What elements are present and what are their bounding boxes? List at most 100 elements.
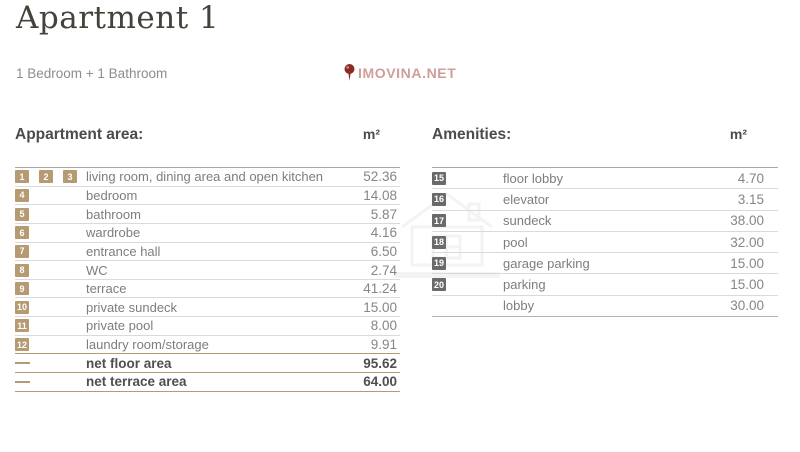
room-number-badge: 3 <box>63 170 77 184</box>
room-number-badge: 5 <box>15 207 29 221</box>
row-label: pool <box>503 234 528 250</box>
row-label: bedroom <box>86 187 138 203</box>
row-marker-cell: 6 <box>15 226 86 240</box>
room-number-badge: 18 <box>432 235 446 249</box>
table-row: 11 private pool 8.00 <box>15 317 400 336</box>
table-row: 9 terrace 41.24 <box>15 280 400 299</box>
table-row: 7 entrance hall 6.50 <box>15 243 400 262</box>
row-value: 95.62 <box>363 355 397 371</box>
table-row: 10 private sundeck 15.00 <box>15 298 400 318</box>
row-value: 3.15 <box>737 191 764 207</box>
row-marker-cell: 5 <box>15 207 86 221</box>
row-label: private sundeck <box>86 299 178 315</box>
row-label: terrace <box>86 281 127 297</box>
amenities-table-header: Amenities: m² <box>432 126 778 143</box>
row-marker-cell: 7 <box>15 244 86 258</box>
row-label: floor lobby <box>503 170 563 186</box>
table-row: 6 wardrobe 4.16 <box>15 224 400 243</box>
row-label: bathroom <box>86 206 141 222</box>
room-number-badge: 4 <box>15 188 29 202</box>
map-pin-icon <box>344 64 355 81</box>
apartment-area-rows: 1 2 3 living room, dining area and open kit… <box>15 167 400 392</box>
amenities-table-title: Amenities: <box>432 126 512 143</box>
row-marker-cell: 20 <box>432 278 503 292</box>
row-value: 4.16 <box>370 225 397 241</box>
row-label: parking <box>503 277 546 293</box>
imovina-watermark-text: IMOVINA.NET <box>358 64 457 81</box>
row-label: entrance hall <box>86 243 161 259</box>
room-number-badge: 2 <box>39 170 53 184</box>
table-row: 18 pool 32.00 <box>432 232 778 254</box>
room-number-badge: 15 <box>432 171 446 185</box>
apartment-area-table-title: Appartment area: <box>15 126 144 143</box>
page-title: Apartment 1 <box>16 0 220 36</box>
table-row: 17 sundeck 38.00 <box>432 211 778 232</box>
room-number-badge: 19 <box>432 256 446 270</box>
row-value: 6.50 <box>370 243 397 259</box>
row-label: private pool <box>86 318 154 334</box>
row-marker-cell: 4 <box>15 188 86 202</box>
room-number-badge: 1 <box>15 170 29 184</box>
amenities-unit-header: m² <box>729 126 747 142</box>
room-number-badge: 8 <box>15 263 29 277</box>
imovina-watermark: IMOVINA.NET <box>343 63 456 82</box>
row-value: 15.00 <box>730 255 764 271</box>
row-value: 5.87 <box>370 206 397 222</box>
row-label: garage parking <box>503 255 590 271</box>
table-row: 1 2 3 living room, dining area and open kit… <box>15 168 400 187</box>
row-value: 38.00 <box>730 213 764 229</box>
row-marker-cell: 8 <box>15 263 86 277</box>
table-row: lobby 30.00 <box>432 296 778 318</box>
row-label: net floor area <box>86 355 172 371</box>
row-label: living room, dining area and open kitche… <box>86 169 324 185</box>
row-marker-cell <box>15 362 86 365</box>
row-value: 30.00 <box>730 298 764 314</box>
row-value: 52.36 <box>363 169 397 185</box>
row-value: 15.00 <box>363 299 397 315</box>
amenities-table: Amenities: m² 15 floor lobby 4.70 16 elevato… <box>432 126 778 318</box>
table-row: 16 elevator 3.15 <box>432 189 778 211</box>
row-value: 14.08 <box>363 187 397 203</box>
row-value: 15.00 <box>730 277 764 293</box>
row-label: lobby <box>503 298 535 314</box>
row-label: sundeck <box>503 213 552 229</box>
row-marker-cell: 15 <box>432 171 503 185</box>
room-number-badge: 12 <box>15 338 29 352</box>
row-marker-cell: 18 <box>432 235 503 249</box>
amenities-rows: 15 floor lobby 4.70 16 elevator 3.15 17 sundeck… <box>432 167 778 318</box>
table-row: 4 bedroom 14.08 <box>15 187 400 206</box>
row-marker-cell: 16 <box>432 192 503 206</box>
row-value: 9.91 <box>370 337 397 353</box>
table-row: 8 WC 2.74 <box>15 261 400 280</box>
room-number-badge: 7 <box>15 244 29 258</box>
room-number-badge: 16 <box>432 192 446 206</box>
table-row: 20 parking 15.00 <box>432 274 778 296</box>
page-subtitle: 1 Bedroom + 1 Bathroom <box>16 66 168 81</box>
dash-marker <box>15 380 30 383</box>
room-number-badge: 10 <box>15 300 29 314</box>
room-number-badge: 20 <box>432 278 446 292</box>
row-value: 8.00 <box>370 318 397 334</box>
room-number-badge: 17 <box>432 214 446 228</box>
table-row: net floor area 95.62 <box>15 354 400 374</box>
row-marker-cell: 9 <box>15 282 86 296</box>
table-row: 5 bathroom 5.87 <box>15 205 400 224</box>
row-label: net terrace area <box>86 374 187 390</box>
row-value: 41.24 <box>363 281 397 297</box>
row-marker-cell: 19 <box>432 256 503 270</box>
row-label: elevator <box>503 191 550 207</box>
row-marker-cell: 17 <box>432 214 503 228</box>
apartment-area-table-header: Appartment area: m² <box>15 126 400 143</box>
row-label: wardrobe <box>86 225 141 241</box>
table-row: net terrace area 64.00 <box>15 373 400 392</box>
row-value: 2.74 <box>370 262 397 278</box>
row-label: laundry room/storage <box>86 337 209 353</box>
row-marker-cell: 10 <box>15 300 86 314</box>
apartment-area-table: Appartment area: m² 1 2 3 living room, dini… <box>15 126 400 392</box>
row-value: 64.00 <box>363 374 397 390</box>
dash-marker <box>15 362 30 365</box>
row-marker-cell: 11 <box>15 319 86 333</box>
room-number-badge: 6 <box>15 226 29 240</box>
